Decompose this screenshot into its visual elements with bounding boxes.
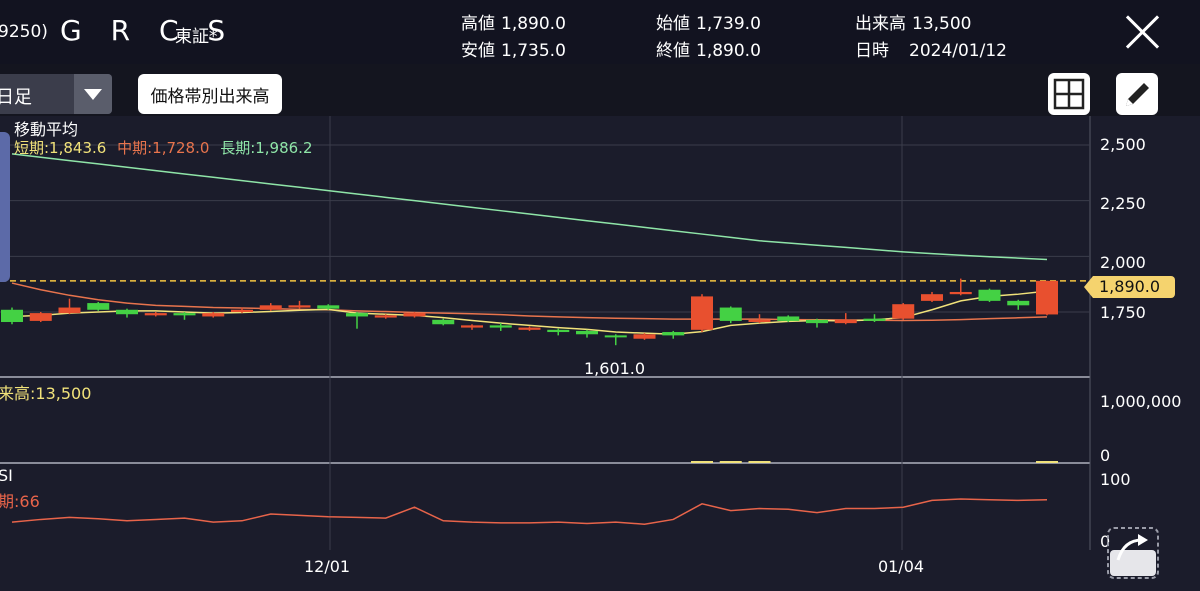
candle-body	[806, 319, 828, 324]
candle-body	[518, 327, 541, 330]
candle-body	[719, 307, 742, 321]
volume-bar	[719, 461, 742, 463]
candle-body	[374, 315, 397, 318]
stat-volume: 出来高 13,500	[855, 9, 971, 34]
moving-average-values: 短期:1,843.6 中期:1,728.0 長期:1,986.2	[14, 137, 313, 158]
indicator-panel-handle[interactable]	[0, 132, 10, 282]
stat-open-label: 始値	[656, 14, 690, 34]
candle-body	[288, 305, 311, 308]
stat-high: 高値 1,890.0	[461, 9, 566, 34]
draw-button[interactable]	[1116, 73, 1158, 115]
volume-tick-max: 1,000,000	[1100, 392, 1182, 411]
candle-body	[432, 319, 455, 325]
candle-body	[202, 313, 225, 317]
ticker-code: 9250)	[0, 22, 48, 42]
candle-body	[144, 313, 167, 316]
candle-body	[863, 318, 886, 321]
volume-by-price-button[interactable]: 価格帯別出来高	[138, 74, 282, 114]
candle-body	[1007, 300, 1030, 306]
candle-body	[259, 305, 282, 310]
candle-body	[489, 325, 512, 328]
date-tick-1201: 12/01	[304, 557, 351, 576]
last-price-tag: 1,890.0	[1084, 276, 1175, 298]
rsi-title: SI	[0, 466, 13, 485]
price-tick-1750: 1,750	[1100, 303, 1146, 322]
candle-body	[346, 313, 368, 317]
candle-body	[547, 329, 570, 333]
stat-open: 始値 1,739.0	[656, 9, 761, 34]
ma-short-value: 短期:1,843.6	[14, 139, 107, 157]
candle-body	[87, 303, 110, 310]
volume-tick-zero: 0	[1100, 446, 1111, 465]
candle-body	[317, 305, 340, 309]
candle-body	[461, 325, 483, 328]
stat-low-value: 1,735.0	[501, 41, 566, 61]
candle-body	[662, 332, 685, 336]
stat-datetime-value: 2024/01/12	[909, 41, 1007, 61]
price-tick-2500: 2,500	[1100, 135, 1146, 154]
candle-body	[892, 304, 915, 319]
candle-body	[604, 335, 627, 338]
candle-body	[748, 319, 771, 323]
candle-body	[29, 313, 52, 321]
low-price-annotation: 1,601.0	[584, 359, 646, 378]
share-icon	[1107, 527, 1159, 579]
ma-long-line	[11, 153, 1048, 261]
ma-mid-value: 中期:1,728.0	[117, 139, 210, 157]
candle-body	[777, 316, 800, 321]
stat-high-label: 高値	[461, 14, 495, 34]
price-tick-2000: 2,000	[1100, 253, 1146, 272]
price-tick-2250: 2,250	[1100, 194, 1146, 213]
candle-body	[978, 289, 1001, 301]
candle-body	[576, 330, 598, 335]
candle-body	[834, 319, 857, 324]
stat-low-label: 安値	[461, 41, 495, 61]
header-bar: 9250) G R C S 東証* 高値 1,890.0 安値 1,735.0 始値…	[0, 0, 1200, 64]
layout-grid-button[interactable]	[1048, 73, 1090, 115]
rsi-line	[11, 498, 1048, 525]
period-select-value: 日足	[0, 87, 32, 108]
stat-close: 終値 1,890.0	[656, 36, 761, 61]
chevron-down-icon[interactable]	[74, 74, 112, 114]
candle-body	[173, 313, 196, 316]
pencil-icon	[1126, 83, 1149, 106]
stat-datetime-label: 日時	[855, 41, 889, 61]
candle-body	[633, 334, 656, 339]
stat-low: 安値 1,735.0	[461, 36, 566, 61]
ma-long-value: 長期:1,986.2	[220, 139, 313, 157]
rsi-value: 期:66	[0, 492, 40, 511]
candle-body	[403, 313, 426, 317]
market-label: 東証*	[175, 27, 218, 47]
stat-high-value: 1,890.0	[501, 14, 566, 34]
candle-body	[1036, 280, 1058, 315]
period-select[interactable]: 日足	[0, 74, 112, 114]
share-button[interactable]	[1106, 526, 1160, 580]
candle-body	[116, 309, 138, 315]
candle-body	[921, 294, 943, 301]
candle-body	[1, 309, 23, 323]
stat-close-label: 終値	[656, 41, 690, 61]
candle-body	[231, 309, 253, 312]
stat-datetime: 日時 2024/01/12	[855, 36, 1007, 61]
candle-body	[58, 307, 81, 314]
volume-label: 来高:13,500	[0, 384, 92, 403]
ma-mid-line	[11, 282, 1048, 322]
moving-average-title: 移動平均	[14, 120, 79, 139]
volume-bar	[691, 461, 713, 463]
grid-icon	[1053, 78, 1085, 110]
ticker-name: G R C S	[60, 14, 236, 47]
stat-volume-value: 13,500	[912, 14, 972, 34]
date-tick-0104: 01/04	[878, 557, 925, 576]
volume-bar	[1036, 461, 1058, 463]
stat-open-value: 1,739.0	[696, 14, 761, 34]
rsi-tick-max: 100	[1100, 470, 1131, 489]
candle-body	[949, 291, 972, 295]
rsi-tick-zero: 0	[1100, 532, 1111, 551]
stat-close-value: 1,890.0	[696, 41, 761, 61]
stat-volume-label: 出来高	[855, 14, 906, 34]
candle-body	[691, 296, 713, 330]
volume-bar	[748, 461, 771, 463]
